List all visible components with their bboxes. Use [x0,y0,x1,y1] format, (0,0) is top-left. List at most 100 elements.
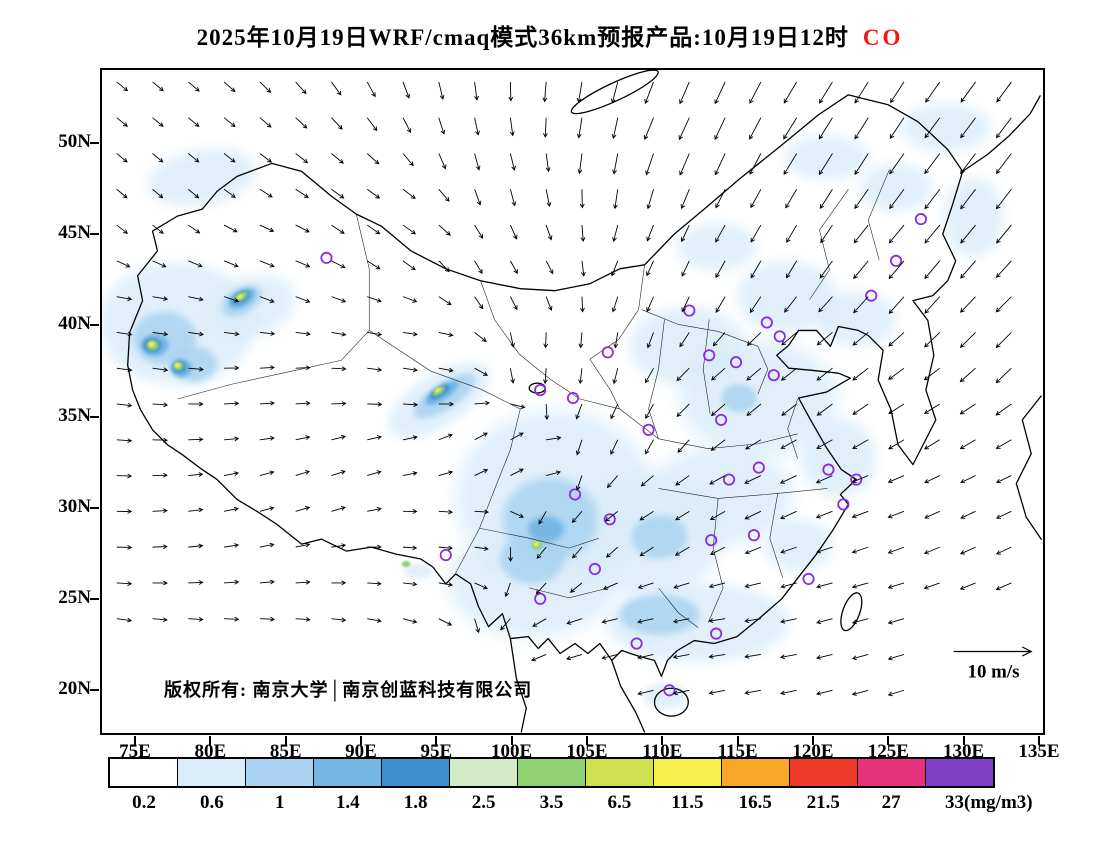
co-blob [943,177,1004,257]
colorbar-cell [450,759,518,786]
wind-vectors-layer [116,81,1012,697]
lon-tick-mark [585,736,588,745]
hainan-island [653,687,689,717]
city-marker [822,463,835,476]
lon-tick-label: 115E [717,741,758,762]
lat-tick-label: 35N [58,404,91,426]
wind-reference-label: 10 m/s [968,661,1020,682]
lon-tick-label: 135E [1018,741,1060,762]
city-marker [603,513,616,526]
colorbar-tick-label: 21.5 [806,792,840,813]
city-marker [865,289,878,302]
city-marker [715,413,728,426]
colorbar-tick-label: 2.5 [471,792,496,813]
wind-reference-arrow [953,646,1033,657]
lon-tick-label: 105E [566,741,608,762]
russia-coast [962,95,1041,173]
lon-tick-label: 95E [420,741,453,762]
city-marker [914,213,927,226]
wind-reference: 10 m/s [953,646,1033,682]
co-blob [236,294,244,300]
city-marker [568,488,582,501]
japan-coast [1015,395,1042,540]
co-blob [764,519,833,571]
city-marker [889,254,903,267]
colorbar-cell [246,759,314,786]
co-blob [649,445,793,546]
colorbar-cell [314,759,382,786]
city-marker [722,473,736,486]
lat-tick-label: 30N [58,495,91,517]
city-marker [773,330,786,343]
colorbar-tick-label: 6.5 [607,792,632,813]
lat-tick-mark [90,689,99,692]
city-marker [760,316,773,329]
lon-tick-label: 90E [345,741,377,762]
co-blob [533,541,540,547]
colorbar-tick-label: 0.2 [132,792,156,813]
colorbar-cell [722,759,790,786]
colorbar-tick-label: 33(mg/m3) [945,792,1033,813]
lat-tick-mark [90,142,99,144]
lon-tick-label: 80E [194,741,227,762]
lat-tick-mark [90,233,99,236]
colorbar-tick-labels: 0.2 0.6 1 1.4 1.8 2.5 3.5 6.5 11.5 16.5 21.5 27 33(m… [108,792,1098,818]
city-marker [588,562,601,576]
lat-tick-label: 25N [58,586,91,608]
co-blob [901,103,991,152]
colorbar-cell [110,759,178,786]
colorbar-tick-label: 0.6 [200,792,224,813]
co-blob [401,561,411,568]
co-blob [629,306,745,387]
figure-title: 2025年10月19日WRF/cmaq模式36km预报产品:10月19日12时 C… [0,18,1100,52]
province-borders [177,170,890,628]
colorbar-cell [790,759,858,786]
lat-tick-label: 40N [58,313,91,335]
co-concentration-fill-layer [102,103,1004,710]
lon-tick-mark [134,736,136,745]
city-markers-layer [320,213,927,697]
wind-vector-arrows [116,81,1012,697]
co-blob [434,387,441,393]
city-marker [630,637,643,650]
lon-tick-mark [435,736,438,745]
city-marker [802,572,815,585]
co-blob [148,341,155,348]
city-marker [703,349,716,362]
lon-tick-mark [887,736,890,745]
city-marker [642,423,655,436]
lat-tick-mark [90,506,99,509]
lon-tick-label: 120E [792,741,834,762]
lon-tick-mark [359,736,362,745]
lon-tick-mark [284,736,287,745]
co-blob [404,563,434,579]
colorbar-tick-label: 3.5 [539,792,564,813]
city-marker [710,627,723,640]
co-blob [677,223,757,271]
city-marker [752,461,765,474]
colorbar [108,757,995,788]
colorbar-tick-label: 1 [275,792,285,813]
city-marker [601,346,614,359]
co-blob [619,594,700,635]
lon-tick-mark [736,736,739,745]
city-marker [566,391,580,405]
city-marker [663,684,676,697]
lat-tick-mark [90,324,99,327]
lon-tick-mark [1037,736,1040,745]
city-marker [729,356,743,369]
co-blob [148,148,257,207]
lake-baikal [570,70,659,115]
co-blob [784,135,869,180]
colorbar-tick-label: 27 [881,792,901,813]
lon-tick-label: 75E [119,741,151,762]
map-canvas: 10 m/s [102,70,1042,733]
co-blob [860,163,932,212]
map-plot: 10 m/s 版权所有: 南京大学│南京创蓝科技有限公司 [100,68,1045,735]
lon-tick-mark [962,736,965,745]
lat-tick-label: 50N [58,131,91,152]
co-blob [721,384,757,412]
city-marker [767,369,780,382]
title-text: 2025年10月19日WRF/cmaq模式36km预报产品:10月19日12时 [196,25,849,50]
